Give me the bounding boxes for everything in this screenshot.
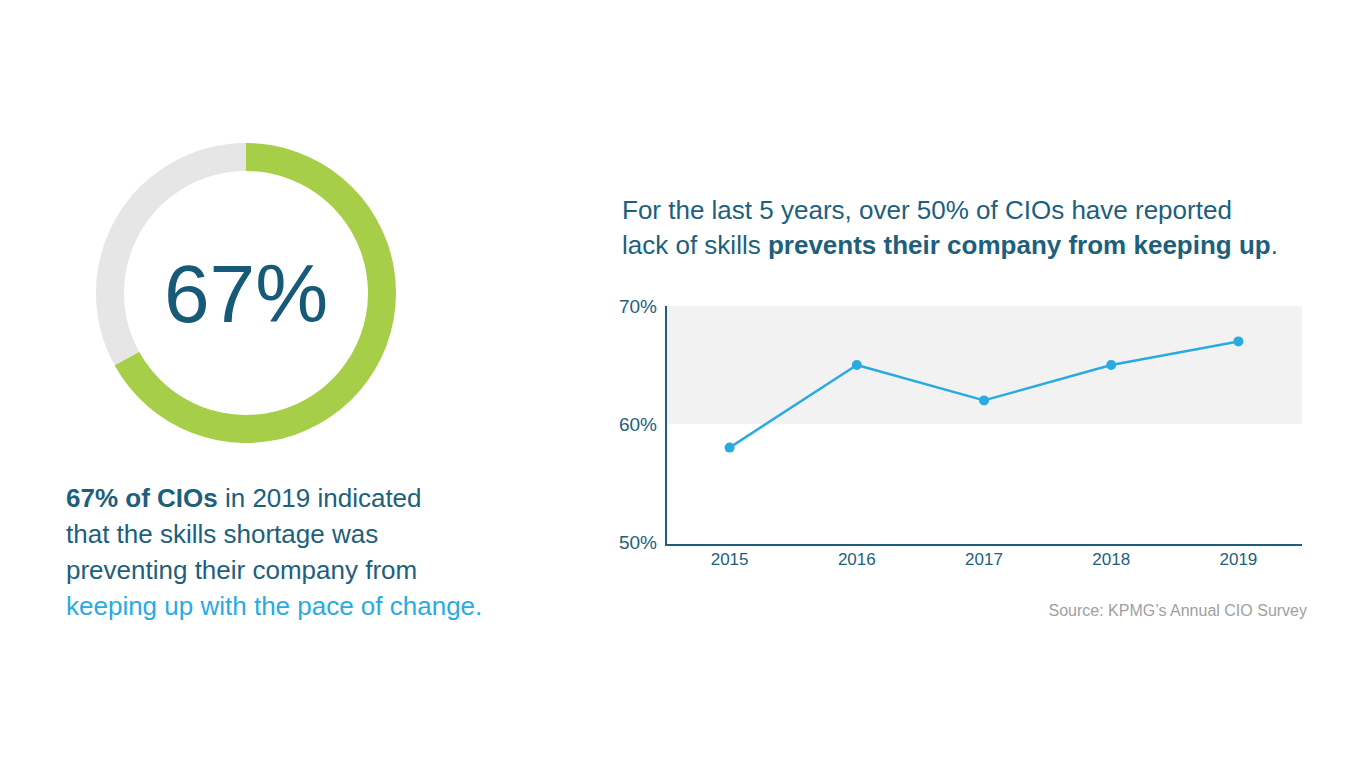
caption-text: 67% of CIOs: [66, 483, 218, 513]
series-line: [730, 341, 1239, 447]
x-tick-label: 2017: [965, 550, 1003, 569]
y-tick-label: 70%: [619, 296, 657, 317]
donut-chart: 67%: [96, 143, 396, 443]
grid: [666, 306, 1302, 424]
grid-band: [666, 306, 1302, 424]
data-point: [1106, 360, 1116, 370]
data-point: [725, 443, 735, 453]
caption-text: that the skills shortage was: [66, 519, 378, 549]
y-tick-label: 50%: [619, 532, 657, 553]
title-text: .: [1271, 230, 1278, 260]
y-axis-line: [665, 306, 667, 545]
chart-title: For the last 5 years, over 50% of CIOs h…: [622, 195, 1278, 260]
center-label: 67%: [164, 248, 328, 339]
x-tick-label: 2016: [838, 550, 876, 569]
x-tick-label: 2019: [1219, 550, 1257, 569]
data-point: [1233, 336, 1243, 346]
data-point: [979, 395, 989, 405]
x-tick-label: 2015: [711, 550, 749, 569]
title-text: lack of skills: [622, 230, 768, 260]
x-axis: 2015 2016 2017 2018 2019: [665, 545, 1302, 569]
x-axis-line: [665, 544, 1302, 546]
page: {"chart_data": [ {"type": "donut", "valu…: [0, 0, 1366, 768]
y-axis: 50% 60% 70%: [619, 296, 666, 553]
y-tick-label: 60%: [619, 414, 657, 435]
caption-text: preventing their company from: [66, 555, 417, 585]
plot-data: [725, 336, 1244, 452]
title-text: prevents their company from keeping up: [768, 230, 1271, 260]
canvas: 67% 67% of CIOs in 2019 indicated that the…: [0, 0, 1366, 768]
x-tick-label: 2018: [1092, 550, 1130, 569]
caption-text: in 2019 indicated: [218, 483, 422, 513]
data-point: [852, 360, 862, 370]
caption: 67% of CIOs in 2019 indicated that the sk…: [66, 483, 482, 621]
source-note: Source: KPMG’s Annual CIO Survey: [1049, 602, 1307, 619]
caption-text: keeping up with the pace of change.: [66, 591, 482, 621]
title-text: For the last 5 years, over 50% of CIOs h…: [622, 195, 1232, 225]
